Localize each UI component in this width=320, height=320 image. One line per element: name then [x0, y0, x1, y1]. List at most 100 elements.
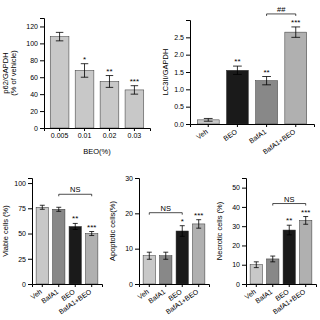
y-tick-label: 0.0 [174, 121, 184, 128]
x-tick-mark [75, 284, 76, 287]
bar [256, 81, 278, 124]
y-tick: 50 [232, 184, 246, 191]
error-bar [233, 66, 242, 74]
y-tick: 60 [30, 74, 44, 81]
y-tick: 120 [26, 23, 44, 30]
bar [226, 70, 248, 124]
y-tick-mark [40, 111, 44, 112]
y-axis-title: Apoptotic cells(%) [108, 200, 117, 261]
error-bar [163, 252, 168, 259]
y-tick: 1.0 [174, 86, 190, 93]
y-tick-mark [135, 178, 139, 179]
y-axis-title: Viable cells (%) [1, 205, 10, 257]
y-tick-label: 50 [232, 184, 240, 191]
y-tick-label: 0 [129, 281, 133, 288]
y-tick: 20 [232, 242, 246, 249]
y-axis: 0102030 [125, 175, 139, 288]
error-bar [56, 32, 63, 40]
error-bar [270, 256, 275, 262]
y-tick: 100 [14, 180, 32, 187]
y-tick: 20 [125, 210, 139, 217]
x-tick-mark [149, 284, 150, 287]
x-axis-line [45, 129, 151, 132]
error-bar [81, 64, 88, 78]
y-tick-label: 0 [22, 281, 26, 288]
significance-mark: ** [286, 216, 292, 225]
x-axis: 0.005 0.01 0.02 0.03 [45, 128, 151, 139]
x-axis-line [247, 285, 317, 288]
y-tick-label: 20 [125, 210, 133, 217]
x-tick-label: BafA1 [147, 288, 167, 305]
y-tick-mark [242, 226, 246, 227]
x-tick-label: BafA1+BEO [271, 288, 307, 316]
x-tick: BafA1 [147, 284, 167, 305]
y-tick: 10 [232, 261, 246, 268]
x-tick-label: 0.01 [78, 132, 92, 139]
y-tick: 0 [236, 281, 246, 288]
x-tick-label: BafA1+BEO [261, 128, 297, 156]
y-tick-mark [242, 207, 246, 208]
y-tick-label: 100 [14, 180, 26, 187]
y-tick-label: 75 [18, 205, 26, 212]
y-axis: 020406080100120 [26, 19, 44, 132]
bracket [59, 194, 92, 196]
y-tick-mark [40, 94, 44, 95]
bar [36, 207, 48, 284]
y-tick: 1.5 [174, 69, 190, 76]
x-tick: 0.005 [51, 128, 69, 139]
y-tick-mark [40, 60, 44, 61]
y-axis: 0.00.51.01.52.02.5 [174, 21, 190, 128]
y-tick-label: 40 [30, 91, 38, 98]
x-tick: Veh [195, 124, 209, 141]
y-tick: 0 [22, 281, 32, 288]
x-tick-label: 0.03 [128, 132, 142, 139]
x-tick-mark [305, 284, 306, 287]
y-tick-mark [28, 284, 32, 285]
bar [267, 259, 279, 284]
y-axis-line [186, 21, 191, 125]
y-tick: 40 [232, 204, 246, 211]
plot-area [197, 27, 306, 124]
bracket [267, 14, 296, 16]
bracket-label: NS [284, 195, 294, 204]
error-bar [180, 226, 185, 237]
y-tick-label: 50 [18, 230, 26, 237]
y-tick-mark [135, 284, 139, 285]
y-tick: 20 [30, 108, 44, 115]
y-tick-label: 80 [30, 57, 38, 64]
x-axis: VehBafA1BEOBafA1+BEO [136, 284, 209, 315]
bar [300, 220, 312, 284]
x-tick: BafA1 [254, 284, 274, 305]
x-tick-mark [295, 124, 296, 127]
significance-mark: ** [72, 214, 78, 223]
y-tick: 50 [18, 230, 32, 237]
y-tick-mark [28, 259, 32, 260]
bar [283, 230, 295, 284]
error-bar [254, 262, 259, 268]
plot-area [250, 217, 312, 284]
bar [160, 256, 172, 284]
y-tick: 0.5 [174, 103, 190, 110]
x-tick-mark [59, 128, 60, 131]
bar [143, 256, 155, 284]
x-tick: 0.03 [128, 128, 142, 139]
y-tick-label: 30 [125, 175, 133, 182]
y-axis-title: Necrotic cells (%) [215, 201, 224, 260]
y-axis: 01020304050 [232, 179, 246, 288]
y-axis-title: p62/GAPDH(% of vehicle) [1, 50, 18, 96]
y-tick-label: 2.0 [174, 51, 184, 58]
plot-area [36, 205, 98, 284]
x-tick-label: 0.02 [103, 132, 117, 139]
y-tick-mark [186, 72, 190, 73]
bar [125, 90, 144, 128]
figure: 0204060801001200.0050.010.020.03BEO(%)p6… [0, 0, 320, 320]
x-tick-mark [266, 124, 267, 127]
x-tick-label: BafA1+BEO [164, 288, 200, 316]
bar-chart: 0.00.51.01.52.02.5VehBEOBafA1BafA1+BEOLC… [161, 5, 315, 155]
x-tick-mark [165, 284, 166, 287]
y-axis-line [135, 179, 140, 285]
significance-mark: ** [263, 68, 269, 77]
bar [75, 70, 94, 128]
y-tick: 0.0 [174, 121, 190, 128]
significance-mark: *** [87, 223, 96, 232]
